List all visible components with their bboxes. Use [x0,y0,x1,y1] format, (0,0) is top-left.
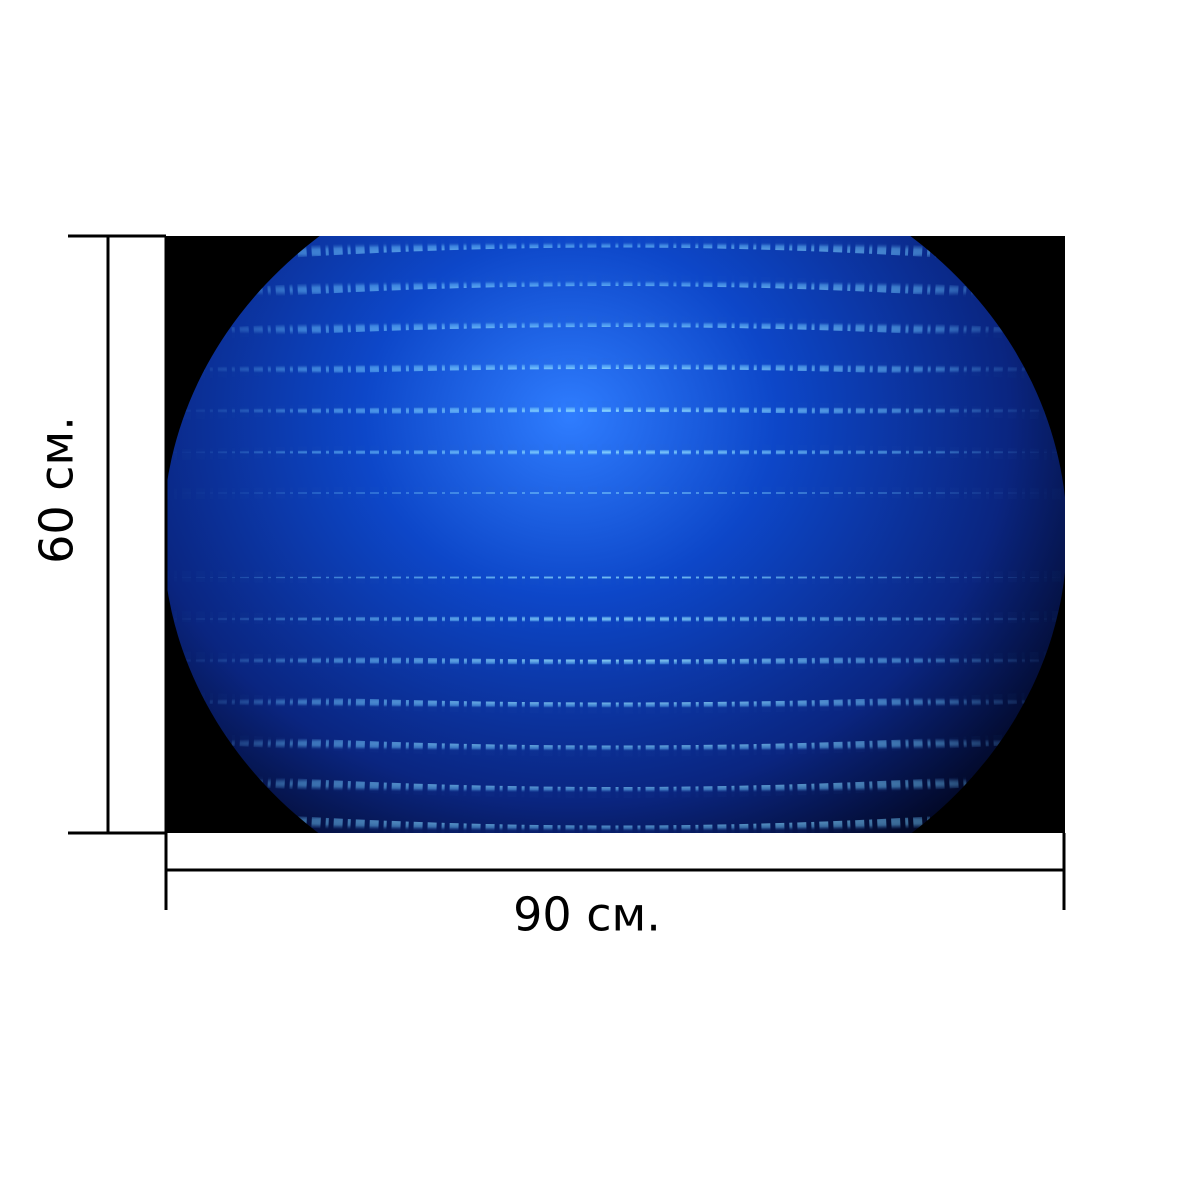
sphere [166,236,1065,833]
width-label: 90 см. [513,888,661,942]
height-label: 60 см. [30,416,84,564]
dimension-lines [68,234,1066,910]
print-image [166,236,1065,833]
